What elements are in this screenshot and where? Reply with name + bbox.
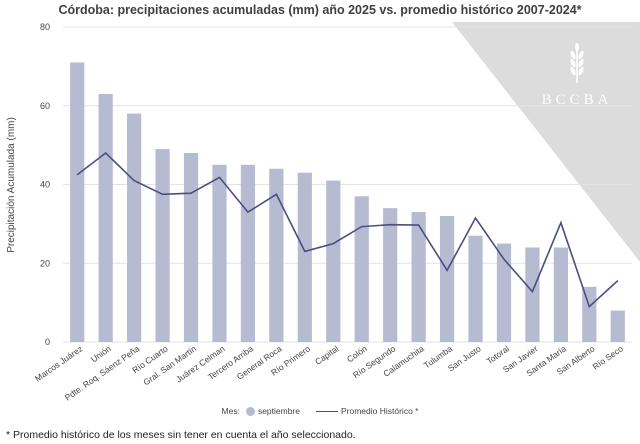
bar[interactable]: [127, 113, 142, 342]
chart-title: Córdoba: precipitaciones acumuladas (mm)…: [58, 3, 582, 17]
y-tick-label: 0: [45, 337, 50, 347]
bar[interactable]: [354, 196, 369, 342]
footnote: * Promedio histórico de los meses sin te…: [6, 429, 356, 441]
bar[interactable]: [525, 247, 540, 343]
bar[interactable]: [183, 153, 199, 342]
bar[interactable]: [610, 310, 625, 343]
bar[interactable]: [383, 208, 398, 342]
legend-bar-swatch: [245, 407, 255, 417]
legend-item-line[interactable]: Promedio Histórico *: [306, 406, 418, 416]
y-axis-label: Precipitación Acumulada (mm): [6, 117, 17, 253]
legend-bar-label: septiembre: [257, 406, 300, 416]
bar[interactable]: [70, 62, 85, 342]
bar[interactable]: [553, 247, 568, 343]
y-tick-label: 20: [40, 258, 50, 268]
bar[interactable]: [468, 235, 483, 342]
y-axis-ticks: 0 20 40 60 80: [40, 22, 50, 347]
x-tick-label: Río Seco: [591, 343, 626, 371]
bar[interactable]: [269, 168, 284, 342]
legend-prefix: Mes:: [221, 406, 240, 417]
y-tick-label: 40: [40, 180, 50, 190]
wheat-icon: [570, 43, 584, 83]
bar[interactable]: [582, 286, 597, 342]
bar[interactable]: [155, 149, 170, 342]
x-tick-label: Marcos Juárez: [33, 343, 84, 383]
bar[interactable]: [98, 93, 113, 342]
legend-line-swatch: [316, 411, 338, 413]
legend: Mes: septiembre Promedio Histórico *: [0, 406, 640, 417]
bar[interactable]: [411, 212, 426, 342]
bar[interactable]: [326, 180, 341, 342]
average-line[interactable]: [76, 151, 619, 309]
line-series: [76, 151, 619, 309]
bar[interactable]: [212, 164, 227, 342]
y-tick-label: 80: [40, 22, 50, 32]
bar[interactable]: [439, 216, 455, 342]
legend-line-label: Promedio Histórico *: [341, 406, 419, 417]
y-tick-label: 60: [40, 101, 50, 111]
legend-item-bars[interactable]: septiembre: [245, 406, 300, 417]
bar[interactable]: [496, 243, 512, 342]
x-tick-label: Capital: [313, 343, 341, 366]
watermark-text: BCCBA: [541, 92, 613, 108]
bar[interactable]: [240, 164, 256, 342]
watermark-triangle: [452, 22, 640, 262]
bar[interactable]: [297, 172, 312, 342]
